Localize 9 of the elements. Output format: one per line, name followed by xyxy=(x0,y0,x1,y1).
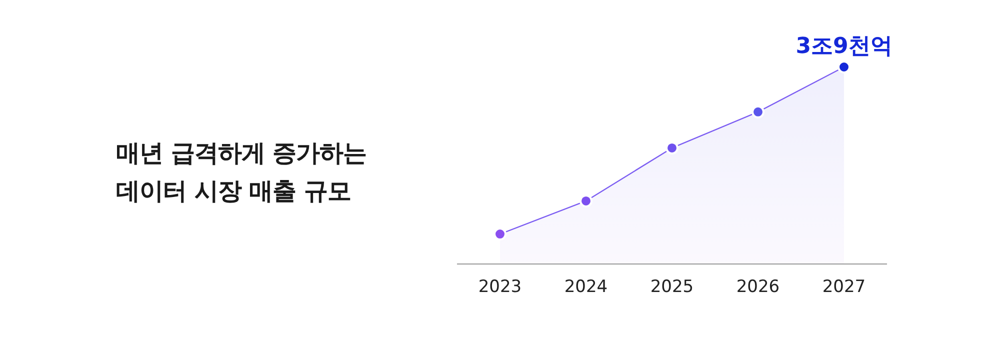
point xyxy=(494,228,506,241)
text: 매년 급격하게 증가하는 데이터 시장 매출 규모 xyxy=(116,138,367,207)
x-tick-label: 2023 xyxy=(478,277,522,298)
x-tick-label: 2024 xyxy=(564,277,608,298)
x-tick-label: 2026 xyxy=(736,277,780,298)
point xyxy=(752,105,764,118)
annotation: 3조9천억 xyxy=(796,34,892,59)
x-tick-label: 2025 xyxy=(650,277,694,298)
x-tick-label: 2027 xyxy=(822,277,866,298)
